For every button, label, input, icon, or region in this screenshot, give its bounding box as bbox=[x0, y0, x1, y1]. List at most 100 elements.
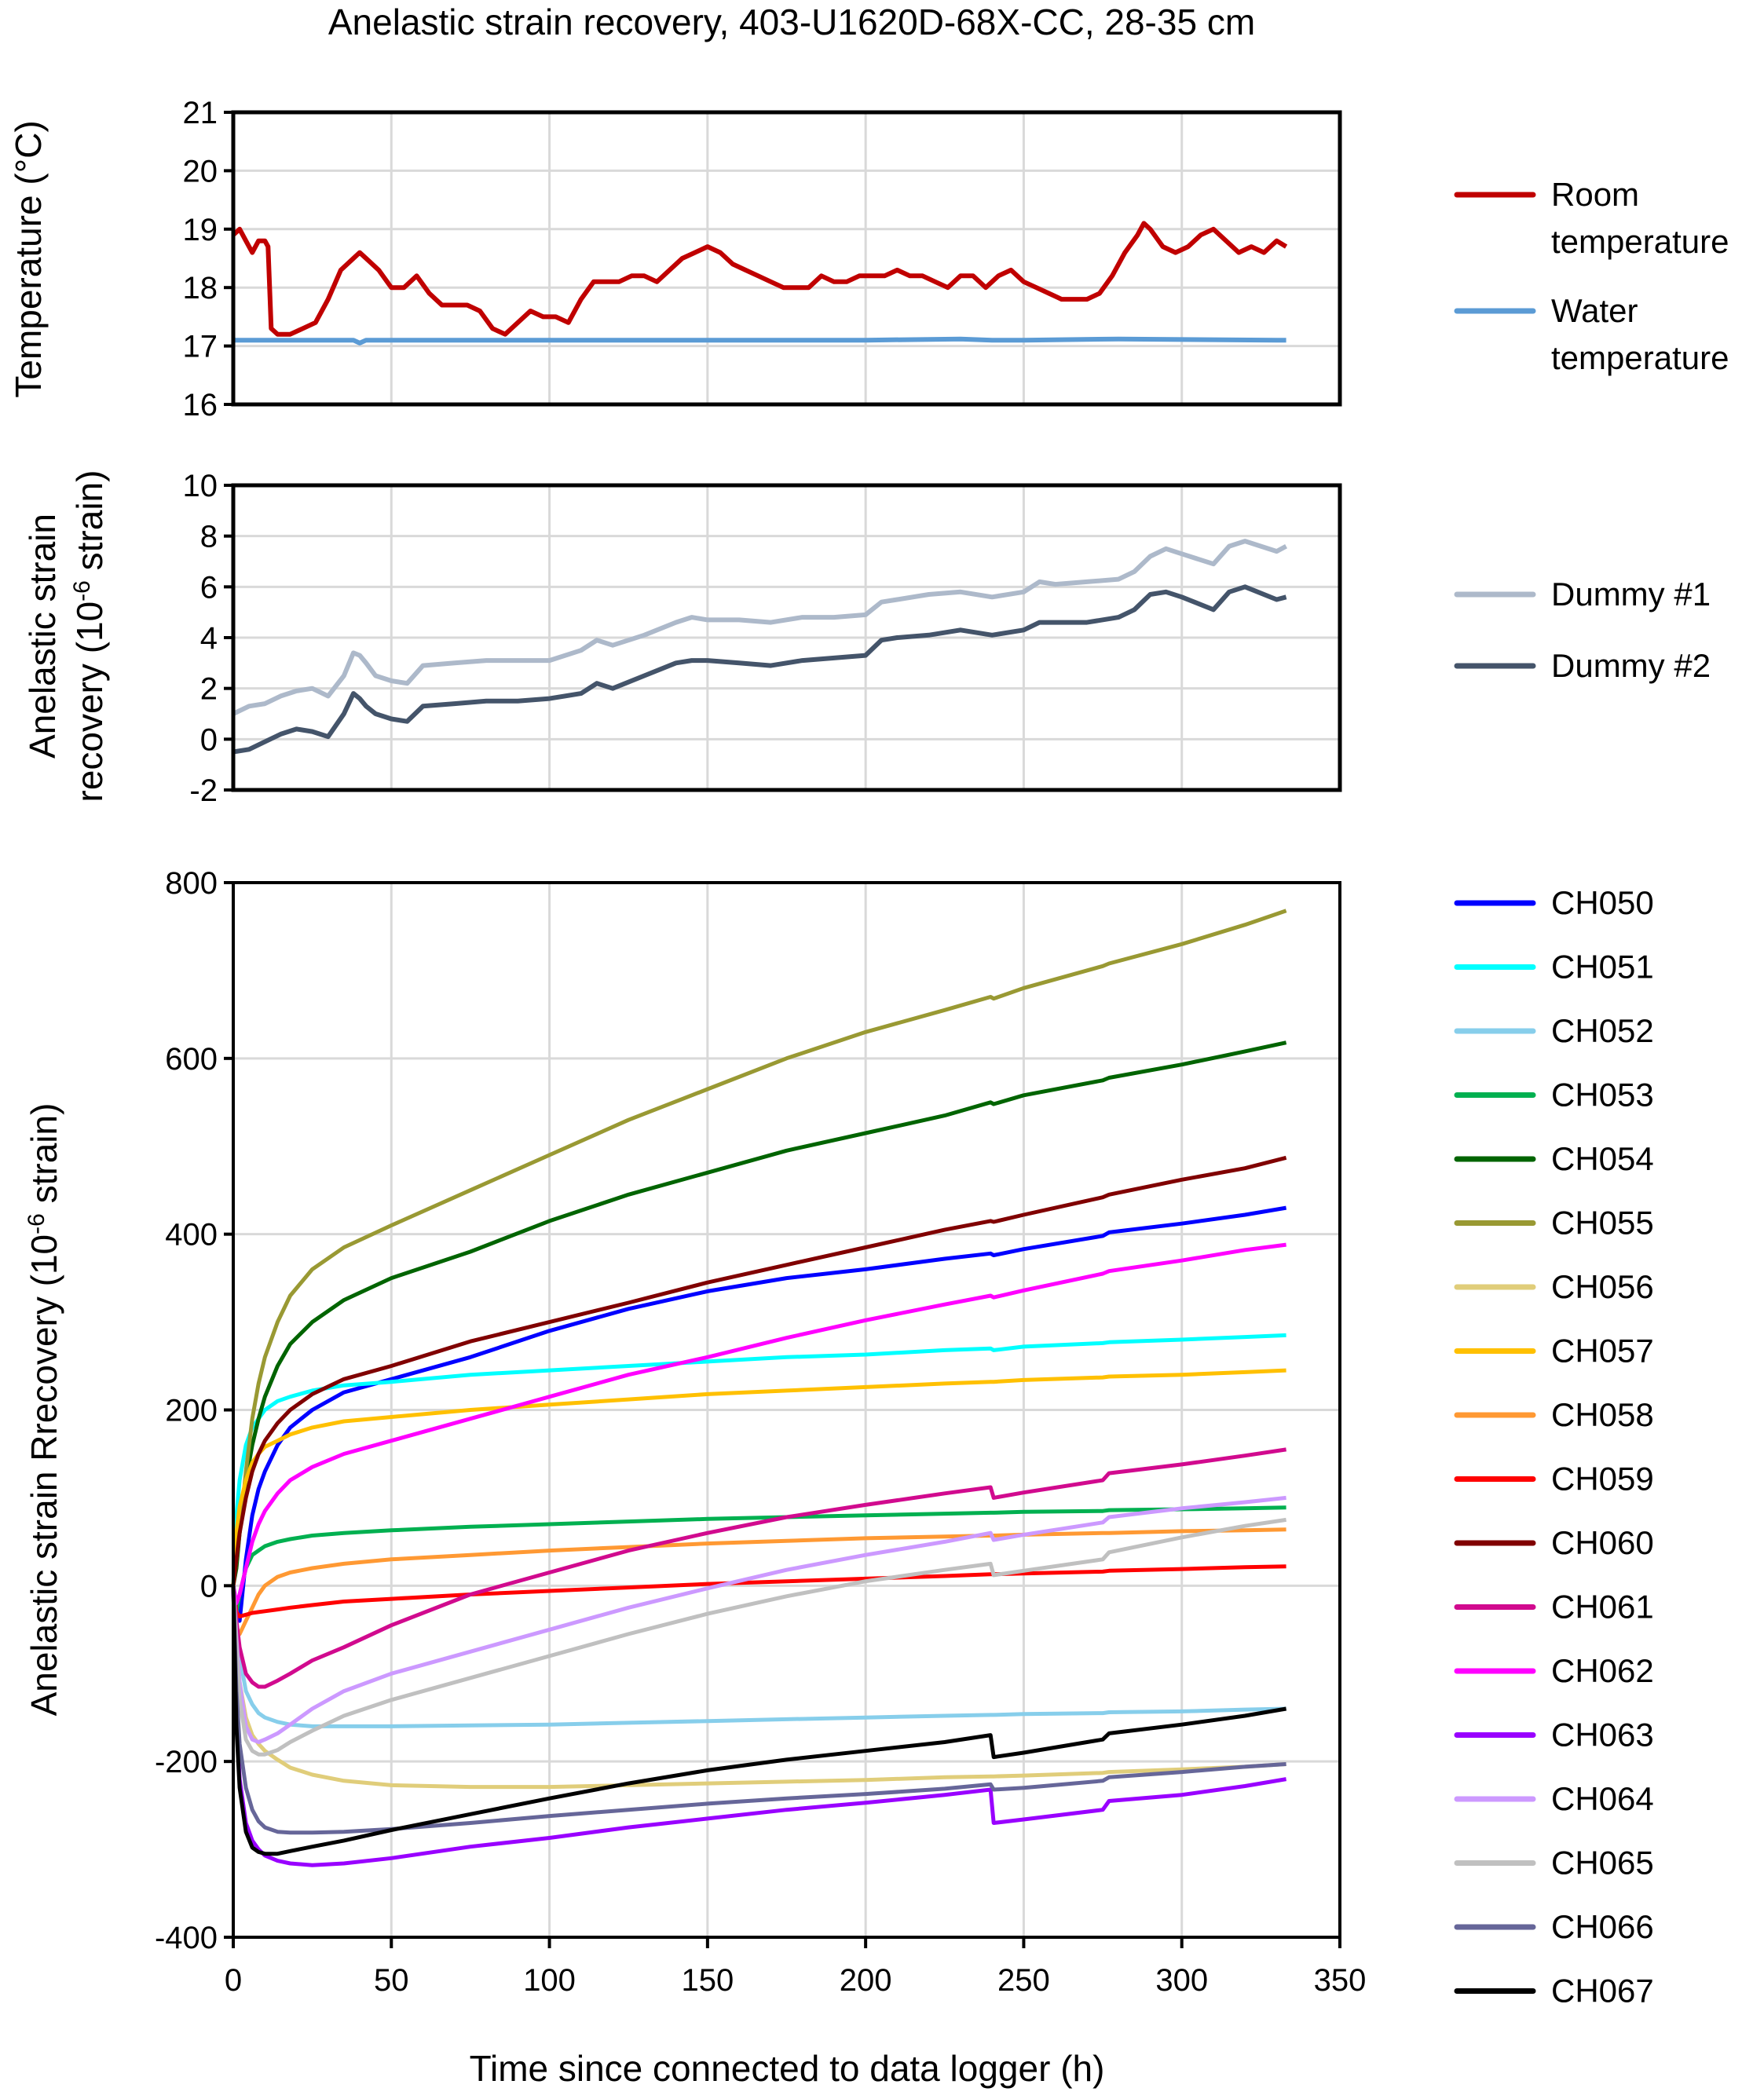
legend-item: CH061 bbox=[1454, 1589, 1654, 1625]
dummy-legend: Dummy #1 Dummy #2 bbox=[1454, 576, 1711, 684]
figure-title: Anelastic strain recovery, 403-U1620D-68… bbox=[328, 2, 1255, 42]
legend-label: CH062 bbox=[1551, 1652, 1654, 1689]
legend-item: CH059 bbox=[1454, 1461, 1654, 1497]
x-tick-label: 300 bbox=[1155, 1963, 1208, 1998]
legend-item: Room temperature bbox=[1454, 176, 1729, 260]
legend-item: CH058 bbox=[1454, 1396, 1654, 1433]
dummy-y-tick-labels: -2 0 2 4 6 8 10 bbox=[183, 469, 218, 808]
series-line-ch063 bbox=[231, 1585, 1287, 1867]
channels-axes-frame bbox=[224, 881, 1341, 1948]
x-tick-label: 200 bbox=[840, 1963, 892, 1998]
legend-label: Water bbox=[1551, 292, 1638, 329]
y-tick-label: 6 bbox=[200, 570, 218, 605]
x-tick-label: 0 bbox=[225, 1963, 242, 1998]
dummy-series bbox=[232, 539, 1288, 755]
y-tick-label: 4 bbox=[200, 621, 218, 656]
legend-label: Room bbox=[1551, 176, 1639, 213]
channels-y-axis-label-main: Anelastic strain Rrecovery (10 bbox=[24, 1234, 64, 1717]
legend-label: CH065 bbox=[1551, 1845, 1654, 1881]
legend-label: Dummy #1 bbox=[1551, 576, 1711, 613]
channels-y-axis-label: Anelastic strain Rrecovery (10-6 strain) bbox=[24, 1103, 65, 1717]
series-line-ch064 bbox=[231, 1495, 1286, 1744]
series-line-dummy-2 bbox=[232, 584, 1287, 755]
x-tick-label: 100 bbox=[523, 1963, 576, 1998]
legend-label: CH055 bbox=[1551, 1205, 1654, 1241]
channels-gridlines bbox=[233, 883, 1340, 1937]
y-tick-label: 17 bbox=[183, 330, 218, 364]
dummy-axes-frame bbox=[224, 483, 1342, 792]
y-tick-label: 19 bbox=[183, 213, 218, 247]
legend-label: CH067 bbox=[1551, 1973, 1654, 2009]
channels-panel: -400 -200 0 200 400 600 800 0 50 100 150 200 250 300… bbox=[24, 866, 1654, 2089]
y-tick-label: -2 bbox=[189, 773, 218, 808]
legend-item: CH066 bbox=[1454, 1908, 1654, 1945]
legend-label: CH050 bbox=[1551, 884, 1654, 921]
y-tick-label: -200 bbox=[155, 1745, 218, 1779]
y-tick-label: 16 bbox=[183, 388, 218, 422]
legend-item: Water temperature bbox=[1454, 292, 1729, 376]
legend-label: CH051 bbox=[1551, 949, 1654, 986]
legend-item: CH064 bbox=[1454, 1780, 1654, 1817]
channels-x-tick-labels: 0 50 100 150 200 250 300 350 bbox=[225, 1963, 1367, 1998]
series-line-room-temperature bbox=[231, 221, 1288, 337]
legend-label: CH061 bbox=[1551, 1589, 1654, 1625]
legend-label: CH058 bbox=[1551, 1396, 1654, 1433]
y-tick-label: 400 bbox=[165, 1218, 218, 1252]
series-line-ch066 bbox=[231, 1585, 1286, 1835]
legend-label: CH054 bbox=[1551, 1140, 1654, 1177]
legend-label: CH056 bbox=[1551, 1268, 1654, 1305]
series-line-ch055 bbox=[231, 909, 1287, 1586]
series-line-ch051 bbox=[231, 1333, 1286, 1586]
legend-item: CH053 bbox=[1454, 1077, 1654, 1113]
temperature-y-axis-label: Temperature (°C) bbox=[8, 120, 49, 397]
legend-item: CH057 bbox=[1454, 1333, 1654, 1369]
y-tick-label: 10 bbox=[183, 469, 218, 503]
legend-item: CH056 bbox=[1454, 1268, 1654, 1305]
temperature-series bbox=[231, 221, 1288, 346]
dummy-y-axis-label: Anelastic strain recovery (10-6 strain) bbox=[22, 470, 110, 803]
x-tick-label: 150 bbox=[681, 1963, 734, 1998]
plot-area-border bbox=[231, 110, 1342, 407]
legend-item: CH067 bbox=[1454, 1973, 1654, 2009]
y-tick-label: 600 bbox=[165, 1042, 218, 1077]
legend-label: CH064 bbox=[1551, 1780, 1654, 1817]
temperature-gridlines bbox=[233, 112, 1340, 404]
legend-item: Dummy #1 bbox=[1454, 576, 1711, 613]
legend-label: CH063 bbox=[1551, 1717, 1654, 1753]
legend-label: CH057 bbox=[1551, 1333, 1654, 1369]
y-tick-label: 21 bbox=[183, 96, 218, 130]
legend-item: CH063 bbox=[1454, 1717, 1654, 1753]
temperature-legend: Room temperature Water temperature bbox=[1454, 176, 1729, 376]
legend-label: CH052 bbox=[1551, 1012, 1654, 1049]
x-tick-label: 350 bbox=[1314, 1963, 1367, 1998]
series-line-ch061 bbox=[231, 1447, 1286, 1689]
legend-item: CH051 bbox=[1454, 949, 1654, 986]
series-line-dummy-1 bbox=[232, 539, 1288, 716]
y-tick-label: 800 bbox=[165, 866, 218, 901]
legend-item: CH052 bbox=[1454, 1012, 1654, 1049]
y-tick-label: 0 bbox=[200, 1569, 218, 1604]
series-line-ch065 bbox=[231, 1517, 1286, 1757]
series-line-ch054 bbox=[231, 1040, 1287, 1586]
dummy-y-axis-label-sup: -6 bbox=[69, 580, 95, 602]
x-tick-label: 250 bbox=[997, 1963, 1050, 1998]
series-line-ch056 bbox=[231, 1585, 1286, 1790]
y-tick-label: 8 bbox=[200, 520, 218, 554]
legend-label: CH059 bbox=[1551, 1461, 1654, 1497]
dummy-gridlines bbox=[233, 485, 1340, 790]
x-axis-label: Time since connected to data logger (h) bbox=[470, 2048, 1105, 2089]
series-line-ch062 bbox=[231, 1242, 1286, 1606]
y-tick-label: 18 bbox=[183, 271, 218, 305]
temperature-axes-frame bbox=[224, 110, 1342, 407]
legend-label: Dummy #2 bbox=[1551, 647, 1711, 684]
dummy-y-axis-label-main: recovery (10 bbox=[69, 602, 110, 803]
series-line-ch050 bbox=[231, 1205, 1287, 1623]
legend-label: CH053 bbox=[1551, 1077, 1654, 1113]
channels-y-axis-label-sup: -6 bbox=[24, 1213, 49, 1234]
legend-item: CH050 bbox=[1454, 884, 1654, 921]
y-tick-label: 200 bbox=[165, 1394, 218, 1428]
legend-item: Dummy #2 bbox=[1454, 647, 1711, 684]
series-line-ch053 bbox=[231, 1505, 1286, 1614]
legend-item: CH054 bbox=[1454, 1140, 1654, 1177]
